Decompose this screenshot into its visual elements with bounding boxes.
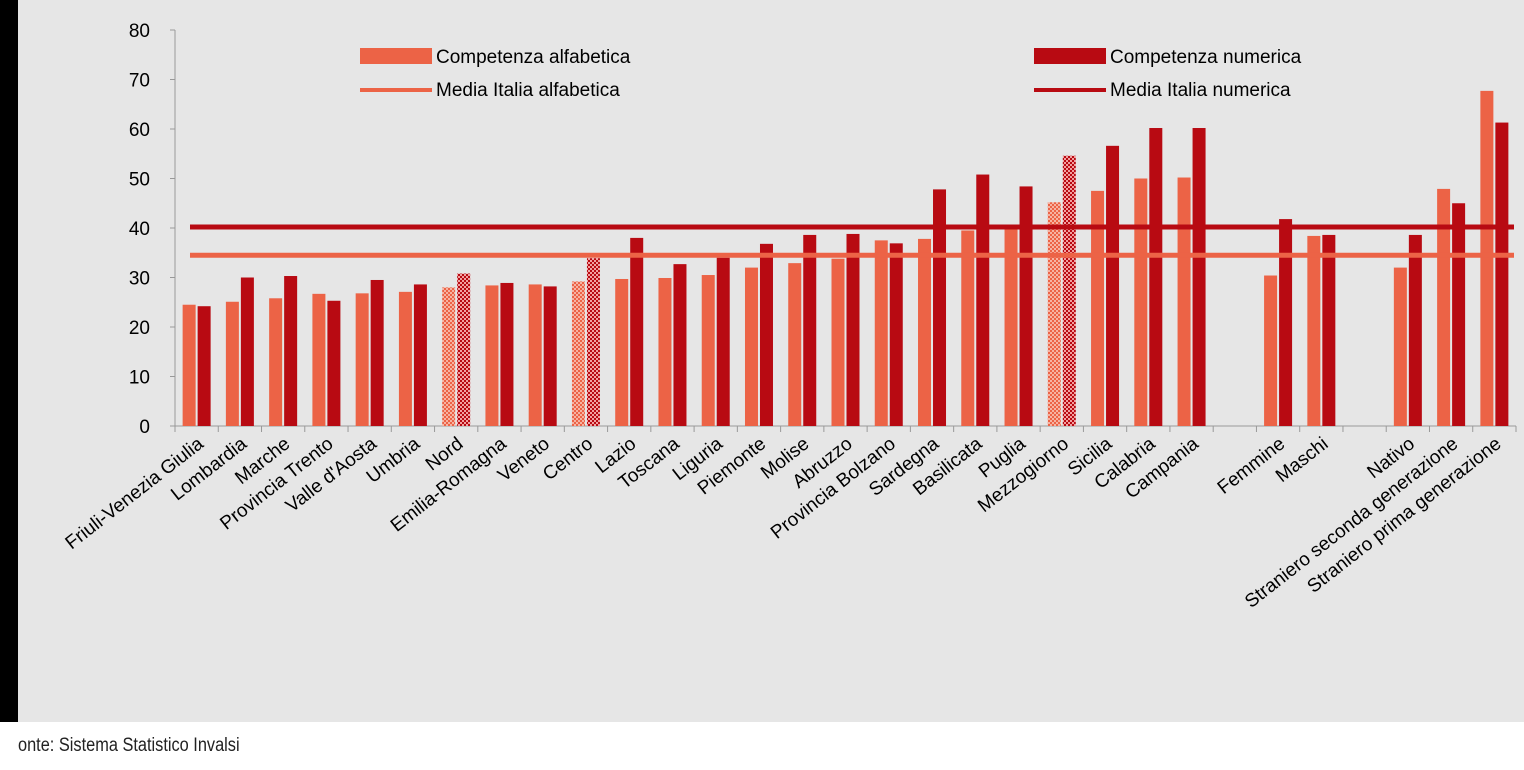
bar-numerica-marche bbox=[284, 276, 298, 426]
legend-swatch-numerica bbox=[1034, 48, 1106, 64]
legend-label-numerica: Competenza numerica bbox=[1110, 47, 1302, 68]
bar-alfabetica-liguria bbox=[701, 275, 715, 426]
y-tick-label: 70 bbox=[129, 71, 150, 92]
legend-swatch-alfabetica bbox=[360, 48, 432, 64]
average-lines bbox=[190, 224, 1514, 258]
bar-alfabetica-molise bbox=[788, 263, 802, 426]
y-tick-label: 0 bbox=[139, 417, 150, 438]
bar-alfabetica-friuli-venezia-giulia bbox=[182, 304, 196, 426]
bar-numerica-provincia-trento bbox=[327, 300, 341, 426]
bar-alfabetica-provincia-bolzano bbox=[874, 240, 888, 426]
y-tick-label: 60 bbox=[129, 120, 150, 141]
bar-numerica-maschi bbox=[1322, 234, 1336, 426]
bar-alfabetica-marche bbox=[269, 298, 283, 426]
source-note: onte: Sistema Statistico Invalsi bbox=[18, 735, 240, 756]
bar-numerica-straniero-seconda-generazione bbox=[1452, 203, 1466, 426]
bar-alfabetica-emilia-romagna bbox=[485, 285, 499, 426]
bar-numerica-nativo bbox=[1408, 234, 1422, 426]
bar-numerica-straniero-prima-generazione bbox=[1495, 122, 1509, 426]
bars bbox=[182, 90, 1509, 427]
bar-alfabetica-straniero-prima-generazione bbox=[1480, 90, 1494, 426]
bar-numerica-abruzzo bbox=[846, 233, 860, 426]
bar-alfabetica-sardegna bbox=[918, 238, 932, 426]
legend-label-alfabetica: Competenza alfabetica bbox=[436, 47, 631, 68]
bar-numerica-toscana bbox=[673, 264, 687, 426]
bar-alfabetica-valle-d-aosta bbox=[355, 293, 369, 426]
bar-alfabetica-veneto bbox=[528, 284, 542, 426]
bar-numerica-molise bbox=[803, 234, 817, 426]
bar-alfabetica-nativo bbox=[1393, 267, 1407, 426]
y-tick-label: 50 bbox=[129, 170, 150, 191]
bar-numerica-lombardia bbox=[240, 277, 254, 426]
bar-numerica-emilia-romagna bbox=[500, 282, 514, 426]
bar-alfabetica-sicilia bbox=[1091, 190, 1105, 426]
bar-numerica-basilicata bbox=[976, 174, 990, 426]
bar-numerica-friuli-venezia-giulia bbox=[197, 306, 211, 426]
bar-numerica-sicilia bbox=[1106, 145, 1120, 426]
bar-alfabetica-basilicata bbox=[961, 230, 975, 426]
bar-alfabetica-mezzogiorno bbox=[1047, 202, 1061, 426]
y-tick-label: 30 bbox=[129, 269, 150, 290]
left-edge-bar bbox=[0, 0, 18, 722]
bar-alfabetica-calabria bbox=[1134, 178, 1148, 426]
x-tick-label-centro: Centro bbox=[539, 433, 597, 485]
bar-numerica-mezzogiorno bbox=[1062, 155, 1076, 427]
bar-alfabetica-umbria bbox=[398, 291, 412, 426]
bar-numerica-femmine bbox=[1279, 219, 1293, 426]
bar-alfabetica-centro bbox=[571, 281, 585, 426]
bar-numerica-sardegna bbox=[933, 189, 947, 426]
axes: 0 10 20 30 40 50 60 70 80 bbox=[129, 21, 1517, 438]
bar-numerica-valle-d-aosta bbox=[370, 279, 384, 426]
bar-numerica-provincia-bolzano bbox=[889, 243, 903, 426]
bar-alfabetica-lazio bbox=[615, 278, 629, 426]
bar-alfabetica-campania bbox=[1177, 177, 1191, 426]
bar-alfabetica-maschi bbox=[1307, 235, 1321, 426]
bar-numerica-lazio bbox=[630, 237, 644, 426]
x-tick-labels: Friuli-Venezia GiuliaLombardiaMarcheProv… bbox=[62, 433, 1506, 612]
bar-numerica-liguria bbox=[716, 257, 730, 426]
bar-alfabetica-puglia bbox=[1004, 228, 1018, 426]
bar-numerica-centro bbox=[586, 258, 600, 426]
y-tick-label: 80 bbox=[129, 21, 150, 42]
bar-alfabetica-lombardia bbox=[225, 301, 239, 426]
bar-alfabetica-femmine bbox=[1264, 275, 1278, 426]
bar-numerica-piemonte bbox=[759, 243, 773, 426]
bar-numerica-nord bbox=[457, 273, 471, 426]
legend: Competenza alfabetica Competenza numeric… bbox=[360, 47, 1302, 101]
legend-label-media-numerica: Media Italia numerica bbox=[1110, 80, 1291, 101]
bar-alfabetica-piemonte bbox=[744, 267, 758, 426]
bar-numerica-calabria bbox=[1149, 128, 1163, 426]
bar-alfabetica-provincia-trento bbox=[312, 293, 326, 426]
bar-alfabetica-straniero-seconda-generazione bbox=[1437, 188, 1451, 426]
legend-label-media-alfabetica: Media Italia alfabetica bbox=[436, 80, 620, 101]
bar-numerica-campania bbox=[1192, 128, 1206, 426]
y-tick-label: 40 bbox=[129, 219, 150, 240]
bar-chart: 0 10 20 30 40 50 60 70 80 Friuli-Venezia GiuliaL… bbox=[62, 21, 1517, 613]
bar-alfabetica-toscana bbox=[658, 277, 672, 426]
bar-numerica-veneto bbox=[543, 286, 557, 426]
bar-numerica-puglia bbox=[1019, 186, 1033, 426]
bar-alfabetica-abruzzo bbox=[831, 258, 845, 426]
y-tick-label: 10 bbox=[129, 368, 150, 389]
bar-numerica-umbria bbox=[413, 284, 427, 426]
bar-alfabetica-nord bbox=[442, 287, 456, 426]
y-tick-label: 20 bbox=[129, 318, 150, 339]
